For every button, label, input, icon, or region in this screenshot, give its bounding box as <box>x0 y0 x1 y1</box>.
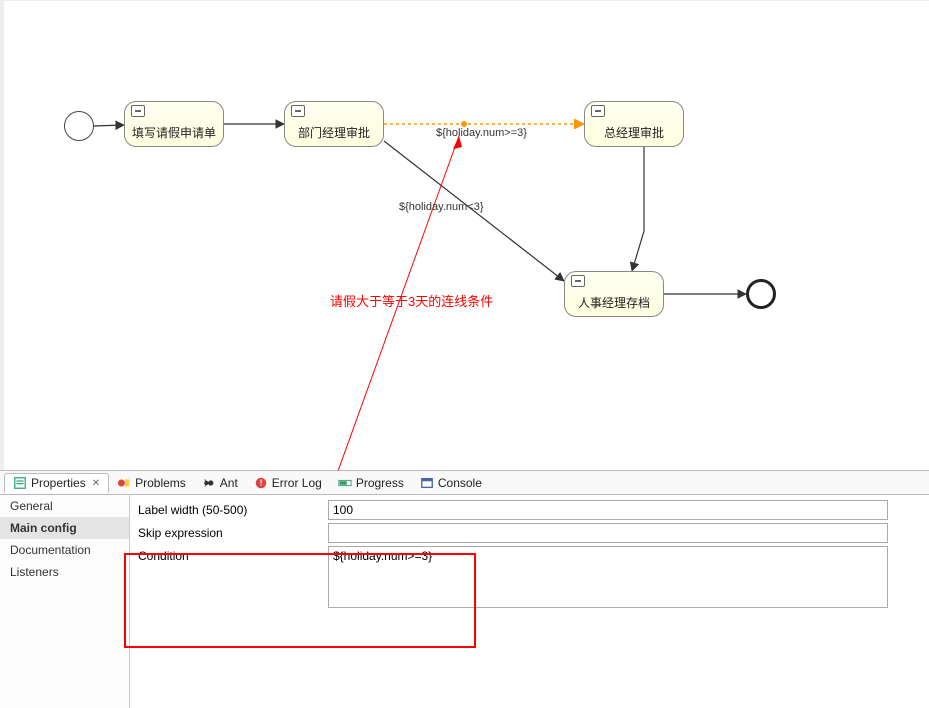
edge-label-ge3[interactable]: ${holiday.num>=3} <box>436 127 527 139</box>
edge-label-lt3[interactable]: ${holiday.num<3} <box>399 201 484 213</box>
properties-icon <box>13 476 27 490</box>
row-label-width: Label width (50-500) <box>138 500 929 520</box>
progress-icon <box>338 476 352 490</box>
task-hr-archive[interactable]: 人事经理存档 <box>564 271 664 317</box>
side-tab-main-config[interactable]: Main config <box>0 517 129 539</box>
properties-side-tabs: General Main config Documentation Listen… <box>0 495 130 708</box>
tab-label: Error Log <box>272 476 322 490</box>
task-fill-request[interactable]: 填写请假申请单 <box>124 101 224 147</box>
user-task-icon <box>291 105 305 117</box>
side-tab-documentation[interactable]: Documentation <box>0 539 129 561</box>
diagram-svg <box>4 1 929 471</box>
panel-tabs: Properties ✕ Problems Ant ! Error Log Pr… <box>0 471 929 495</box>
tab-errorlog[interactable]: ! Error Log <box>246 474 330 492</box>
errorlog-icon: ! <box>254 476 268 490</box>
label-skip-expression: Skip expression <box>138 523 328 540</box>
tab-label: Progress <box>356 476 404 490</box>
input-skip-expression[interactable] <box>328 523 888 543</box>
tab-label: Problems <box>135 476 186 490</box>
user-task-icon <box>591 105 605 117</box>
side-tab-listeners[interactable]: Listeners <box>0 561 129 583</box>
properties-form: Label width (50-500) Skip expression Con… <box>130 495 929 708</box>
side-tab-general[interactable]: General <box>0 495 129 517</box>
problems-icon <box>117 476 131 490</box>
panel-body: General Main config Documentation Listen… <box>0 495 929 708</box>
svg-text:!: ! <box>259 478 262 487</box>
tab-console[interactable]: Console <box>412 474 490 492</box>
task-dept-approve[interactable]: 部门经理审批 <box>284 101 384 147</box>
tab-label: Properties <box>31 476 86 490</box>
task-label: 人事经理存档 <box>565 294 663 311</box>
row-skip-expression: Skip expression <box>138 523 929 543</box>
input-condition[interactable] <box>328 546 888 608</box>
tab-label: Console <box>438 476 482 490</box>
annotation-text: 请假大于等于3天的连线条件 <box>330 291 493 310</box>
tab-ant[interactable]: Ant <box>194 474 246 492</box>
tab-progress[interactable]: Progress <box>330 474 412 492</box>
label-label-width: Label width (50-500) <box>138 500 328 517</box>
console-icon <box>420 476 434 490</box>
close-icon[interactable]: ✕ <box>92 478 100 489</box>
end-event[interactable] <box>746 279 776 309</box>
task-label: 部门经理审批 <box>285 124 383 141</box>
input-label-width[interactable] <box>328 500 888 520</box>
tab-properties[interactable]: Properties ✕ <box>4 473 109 493</box>
tab-problems[interactable]: Problems <box>109 474 194 492</box>
label-condition: Condition <box>138 546 328 563</box>
edge-task3-task4[interactable] <box>632 147 644 271</box>
task-label: 填写请假申请单 <box>125 124 223 141</box>
task-gm-approve[interactable]: 总经理审批 <box>584 101 684 147</box>
tab-label: Ant <box>220 476 238 490</box>
task-label: 总经理审批 <box>585 124 683 141</box>
diagram-canvas[interactable]: 填写请假申请单 部门经理审批 总经理审批 人事经理存档 ${holiday.nu… <box>0 0 929 470</box>
user-task-icon <box>571 275 585 287</box>
properties-panel: Properties ✕ Problems Ant ! Error Log Pr… <box>0 470 929 708</box>
ant-icon <box>202 476 216 490</box>
edge-start-task1[interactable] <box>94 125 124 126</box>
user-task-icon <box>131 105 145 117</box>
row-condition: Condition <box>138 546 929 608</box>
start-event[interactable] <box>64 111 94 141</box>
